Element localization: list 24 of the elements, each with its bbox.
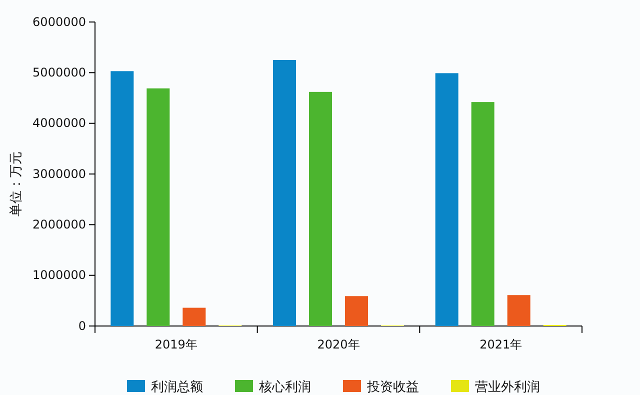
y-tick-label: 3000000 bbox=[32, 166, 86, 181]
legend-label: 利润总额 bbox=[151, 380, 203, 395]
bar bbox=[110, 71, 134, 326]
x-tick-label: 2020年 bbox=[317, 338, 360, 352]
x-tick-label: 2019年 bbox=[154, 338, 198, 352]
bar bbox=[309, 92, 332, 326]
y-tick-label: 4000000 bbox=[32, 116, 86, 130]
y-axis-title: 单位：万元 bbox=[9, 152, 24, 216]
bar bbox=[507, 295, 530, 326]
bar bbox=[273, 60, 296, 326]
y-tick-label: 6000000 bbox=[32, 14, 86, 29]
x-tick-label: 2021年 bbox=[480, 338, 522, 352]
y-tick-label: 0 bbox=[78, 318, 86, 333]
legend-label: 核心利润 bbox=[258, 379, 311, 395]
bar bbox=[146, 88, 170, 326]
y-tick-label: 2000000 bbox=[32, 218, 86, 232]
bar bbox=[471, 102, 494, 326]
bar bbox=[345, 296, 368, 326]
y-tick-label: 1000000 bbox=[32, 268, 86, 282]
legend-label: 营业外利润 bbox=[475, 380, 540, 395]
legend-label: 投资收益 bbox=[366, 380, 419, 395]
bar bbox=[182, 308, 206, 326]
bar bbox=[435, 73, 458, 326]
y-tick-label: 5000000 bbox=[32, 66, 86, 80]
